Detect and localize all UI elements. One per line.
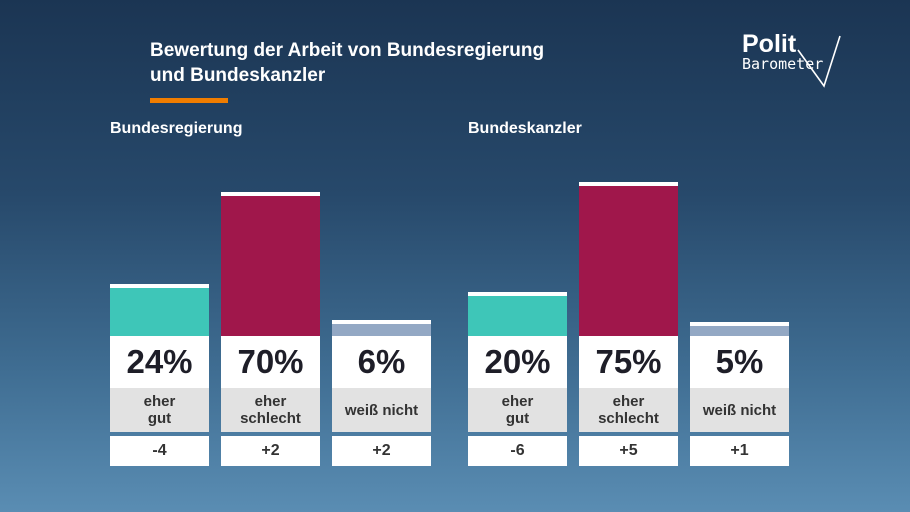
category-label-text: weiß nicht bbox=[703, 402, 776, 419]
category-label-line: weiß nicht bbox=[344, 401, 419, 419]
category-label: eher schlecht bbox=[579, 388, 678, 432]
bar-wrap bbox=[332, 320, 431, 336]
category-label-line: eher bbox=[501, 393, 534, 410]
logo-checkmark-icon bbox=[797, 35, 841, 88]
category-label: weiß nicht bbox=[332, 388, 431, 432]
bar-area bbox=[221, 150, 320, 336]
category-label: weiß nicht bbox=[690, 388, 789, 432]
category-label-line: eher bbox=[254, 393, 287, 410]
value-label: 5% bbox=[690, 336, 789, 388]
bar-wrap bbox=[221, 192, 320, 336]
category-label-line: weiß nicht bbox=[702, 401, 777, 419]
category-label-text: eher gut bbox=[144, 393, 176, 427]
bar-wrap bbox=[579, 182, 678, 336]
change-label: +2 bbox=[332, 436, 431, 466]
bar bbox=[579, 186, 678, 336]
bar-wrap bbox=[110, 284, 209, 336]
category-label-line: eher bbox=[143, 393, 176, 410]
category-label: eher gut bbox=[468, 388, 567, 432]
chart-title: Bewertung der Arbeit von Bundesregierung… bbox=[150, 38, 544, 88]
bar-area bbox=[579, 150, 678, 336]
category-label-line: schlecht bbox=[598, 410, 659, 427]
category-label-text: eher gut bbox=[502, 393, 534, 427]
bar bbox=[110, 288, 209, 336]
panel-title: Bundesregierung bbox=[110, 120, 243, 137]
chart-title-line-1: Bewertung der Arbeit von Bundesregierung bbox=[150, 40, 545, 61]
bar-area bbox=[690, 150, 789, 336]
bar-area bbox=[468, 150, 567, 336]
category-label-line: eher bbox=[612, 393, 645, 410]
bar-cap bbox=[690, 322, 789, 326]
bar-wrap bbox=[468, 292, 567, 336]
category-label-line: gut bbox=[505, 410, 530, 427]
category-label-line: gut bbox=[147, 410, 172, 427]
bar-area bbox=[332, 150, 431, 336]
panel-bundesregierung: Bundesregierung 24% eher gut -4 70% eher schle… bbox=[110, 120, 440, 466]
bar-area bbox=[110, 150, 209, 336]
category-label-text: eher schlecht bbox=[240, 393, 301, 427]
title-accent-line bbox=[150, 98, 228, 103]
change-label: +2 bbox=[221, 436, 320, 466]
politbarometer-logo: Polit Barometer bbox=[738, 30, 848, 90]
bar-cap bbox=[579, 182, 678, 186]
change-label: +1 bbox=[690, 436, 789, 466]
value-label: 70% bbox=[221, 336, 320, 388]
category-label-text: weiß nicht bbox=[345, 402, 418, 419]
bar bbox=[332, 324, 431, 336]
value-label: 24% bbox=[110, 336, 209, 388]
bar-wrap bbox=[690, 322, 789, 336]
change-label: -4 bbox=[110, 436, 209, 466]
panel-bundeskanzler: Bundeskanzler 20% eher gut -6 75% eher schlech… bbox=[468, 120, 798, 466]
bar bbox=[690, 326, 789, 336]
logo-line-2: Barometer bbox=[742, 55, 824, 73]
chart-title-line-2: und Bundeskanzler bbox=[150, 65, 326, 86]
bar-cap bbox=[468, 292, 567, 296]
logo-line-1: Polit bbox=[742, 30, 797, 58]
category-label-text: eher schlecht bbox=[598, 393, 659, 427]
category-label: eher gut bbox=[110, 388, 209, 432]
value-label: 75% bbox=[579, 336, 678, 388]
category-label: eher schlecht bbox=[221, 388, 320, 432]
category-label-line: schlecht bbox=[240, 410, 301, 427]
change-label: +5 bbox=[579, 436, 678, 466]
bar-cap bbox=[221, 192, 320, 196]
bar-cap bbox=[110, 284, 209, 288]
panel-title: Bundeskanzler bbox=[468, 120, 582, 137]
value-label: 20% bbox=[468, 336, 567, 388]
value-label: 6% bbox=[332, 336, 431, 388]
change-label: -6 bbox=[468, 436, 567, 466]
bar bbox=[468, 296, 567, 336]
bar bbox=[221, 196, 320, 336]
bar-cap bbox=[332, 320, 431, 324]
